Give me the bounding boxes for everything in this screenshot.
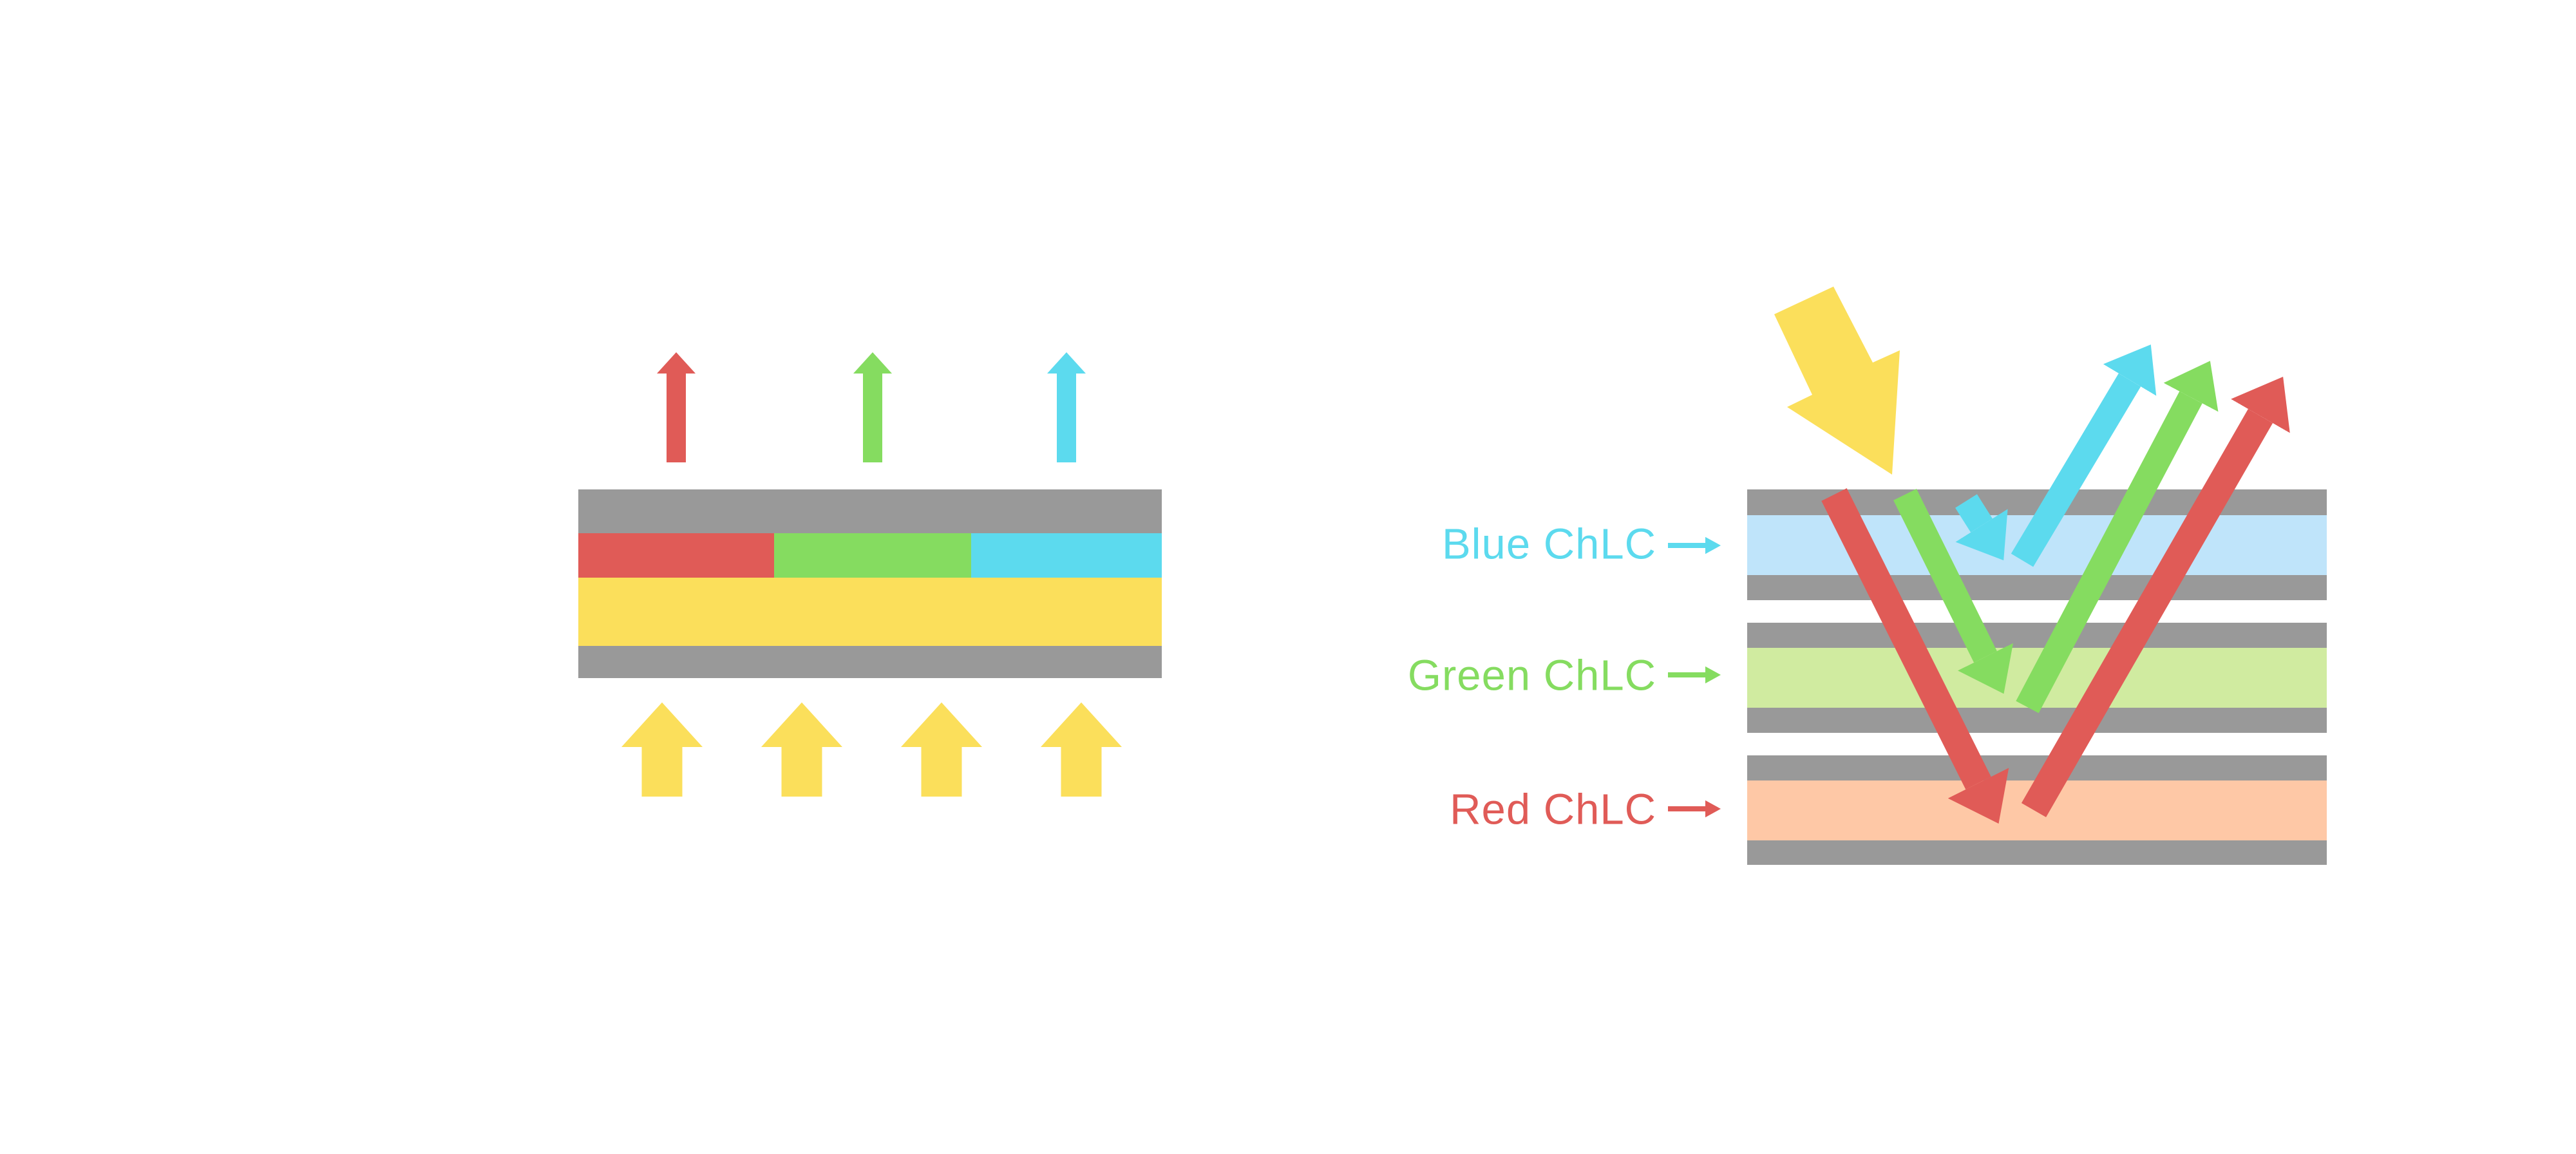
- cyan-ray-down-icon: [1955, 494, 2008, 561]
- left-cyan-pixel-segment: [971, 533, 1162, 578]
- red-panel-bottom-substrate: [1747, 840, 2327, 865]
- green-panel-top-substrate: [1747, 623, 2327, 648]
- red-ray-reflected-icon: [2021, 376, 2290, 817]
- blue-panel-bottom-substrate: [1747, 575, 2327, 600]
- incident-light-arrow-icon: [1774, 287, 1900, 475]
- green-ray-down-icon: [1893, 489, 2014, 694]
- left-bottom-glass-layer: [578, 646, 1162, 678]
- red-ray-down-icon: [1821, 488, 2009, 824]
- blue-chlc-label: Blue ChLC: [1441, 520, 1656, 569]
- right-reflective-stack: [1668, 287, 2327, 865]
- green-ray-reflected-icon: [2016, 361, 2219, 714]
- left-yellow-layer: [578, 578, 1162, 646]
- left-top-glass-layer: [578, 489, 1162, 533]
- red-chlc-label: Red ChLC: [1450, 785, 1656, 834]
- left-red-pixel-segment: [578, 533, 774, 578]
- left-emissive-cell: [578, 352, 1162, 797]
- green-chlc-label: Green ChLC: [1407, 651, 1656, 700]
- cyan-ray-reflected-icon: [2011, 345, 2157, 567]
- left-green-pixel-segment: [774, 533, 971, 578]
